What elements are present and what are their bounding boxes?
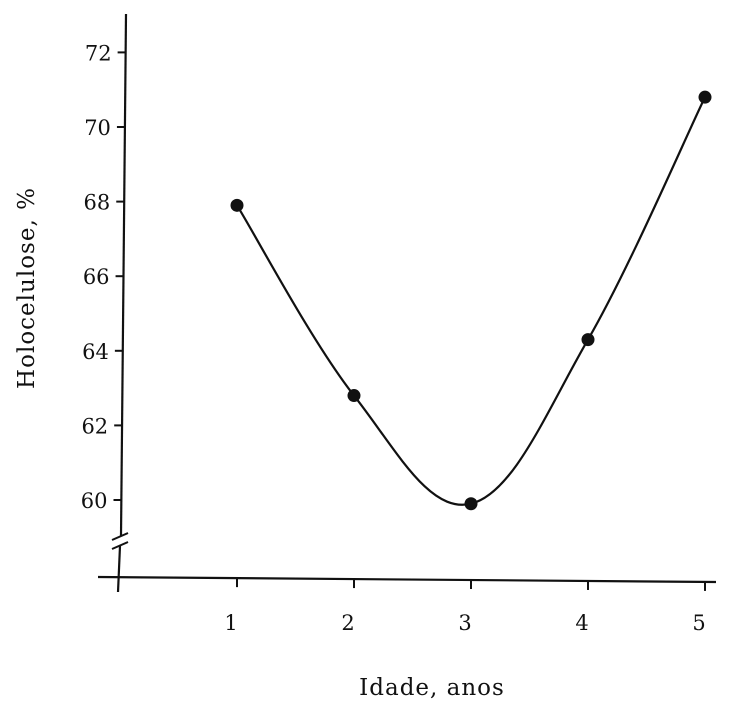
x-tick-label: 2 — [341, 611, 354, 635]
y-axis-line-lower — [116, 545, 122, 593]
x-axis-title: Idade, anos — [359, 675, 505, 701]
y-tick-label: 72 — [85, 41, 112, 65]
data-points — [230, 90, 712, 511]
data-point — [347, 389, 361, 403]
y-tick-label: 62 — [81, 414, 108, 438]
data-point — [464, 497, 478, 511]
data-point — [698, 90, 712, 104]
y-axis-break — [111, 532, 129, 550]
x-tick-label: 3 — [458, 611, 471, 635]
y-axis-line-upper — [119, 13, 128, 537]
data-point — [230, 198, 244, 212]
y-tick-label: 68 — [84, 191, 111, 215]
x-tick-label: 5 — [692, 611, 705, 635]
plot-area: 60 62 64 66 68 70 72 1 2 3 4 5 — [81, 13, 717, 635]
y-ticks: 60 62 64 66 68 70 72 — [81, 41, 126, 513]
x-tick-label: 1 — [224, 611, 237, 635]
y-tick-label: 64 — [82, 340, 109, 364]
y-tick-label: 60 — [81, 489, 108, 513]
y-axis-title: Holocelulose, % — [14, 187, 40, 389]
x-ticks: 1 2 3 4 5 — [224, 578, 706, 635]
x-tick-label: 4 — [575, 611, 588, 635]
series-line — [236, 96, 706, 506]
x-axis-line — [97, 575, 717, 584]
y-tick-label: 70 — [84, 116, 111, 140]
data-point — [581, 333, 595, 347]
y-tick-label: 66 — [83, 265, 110, 289]
